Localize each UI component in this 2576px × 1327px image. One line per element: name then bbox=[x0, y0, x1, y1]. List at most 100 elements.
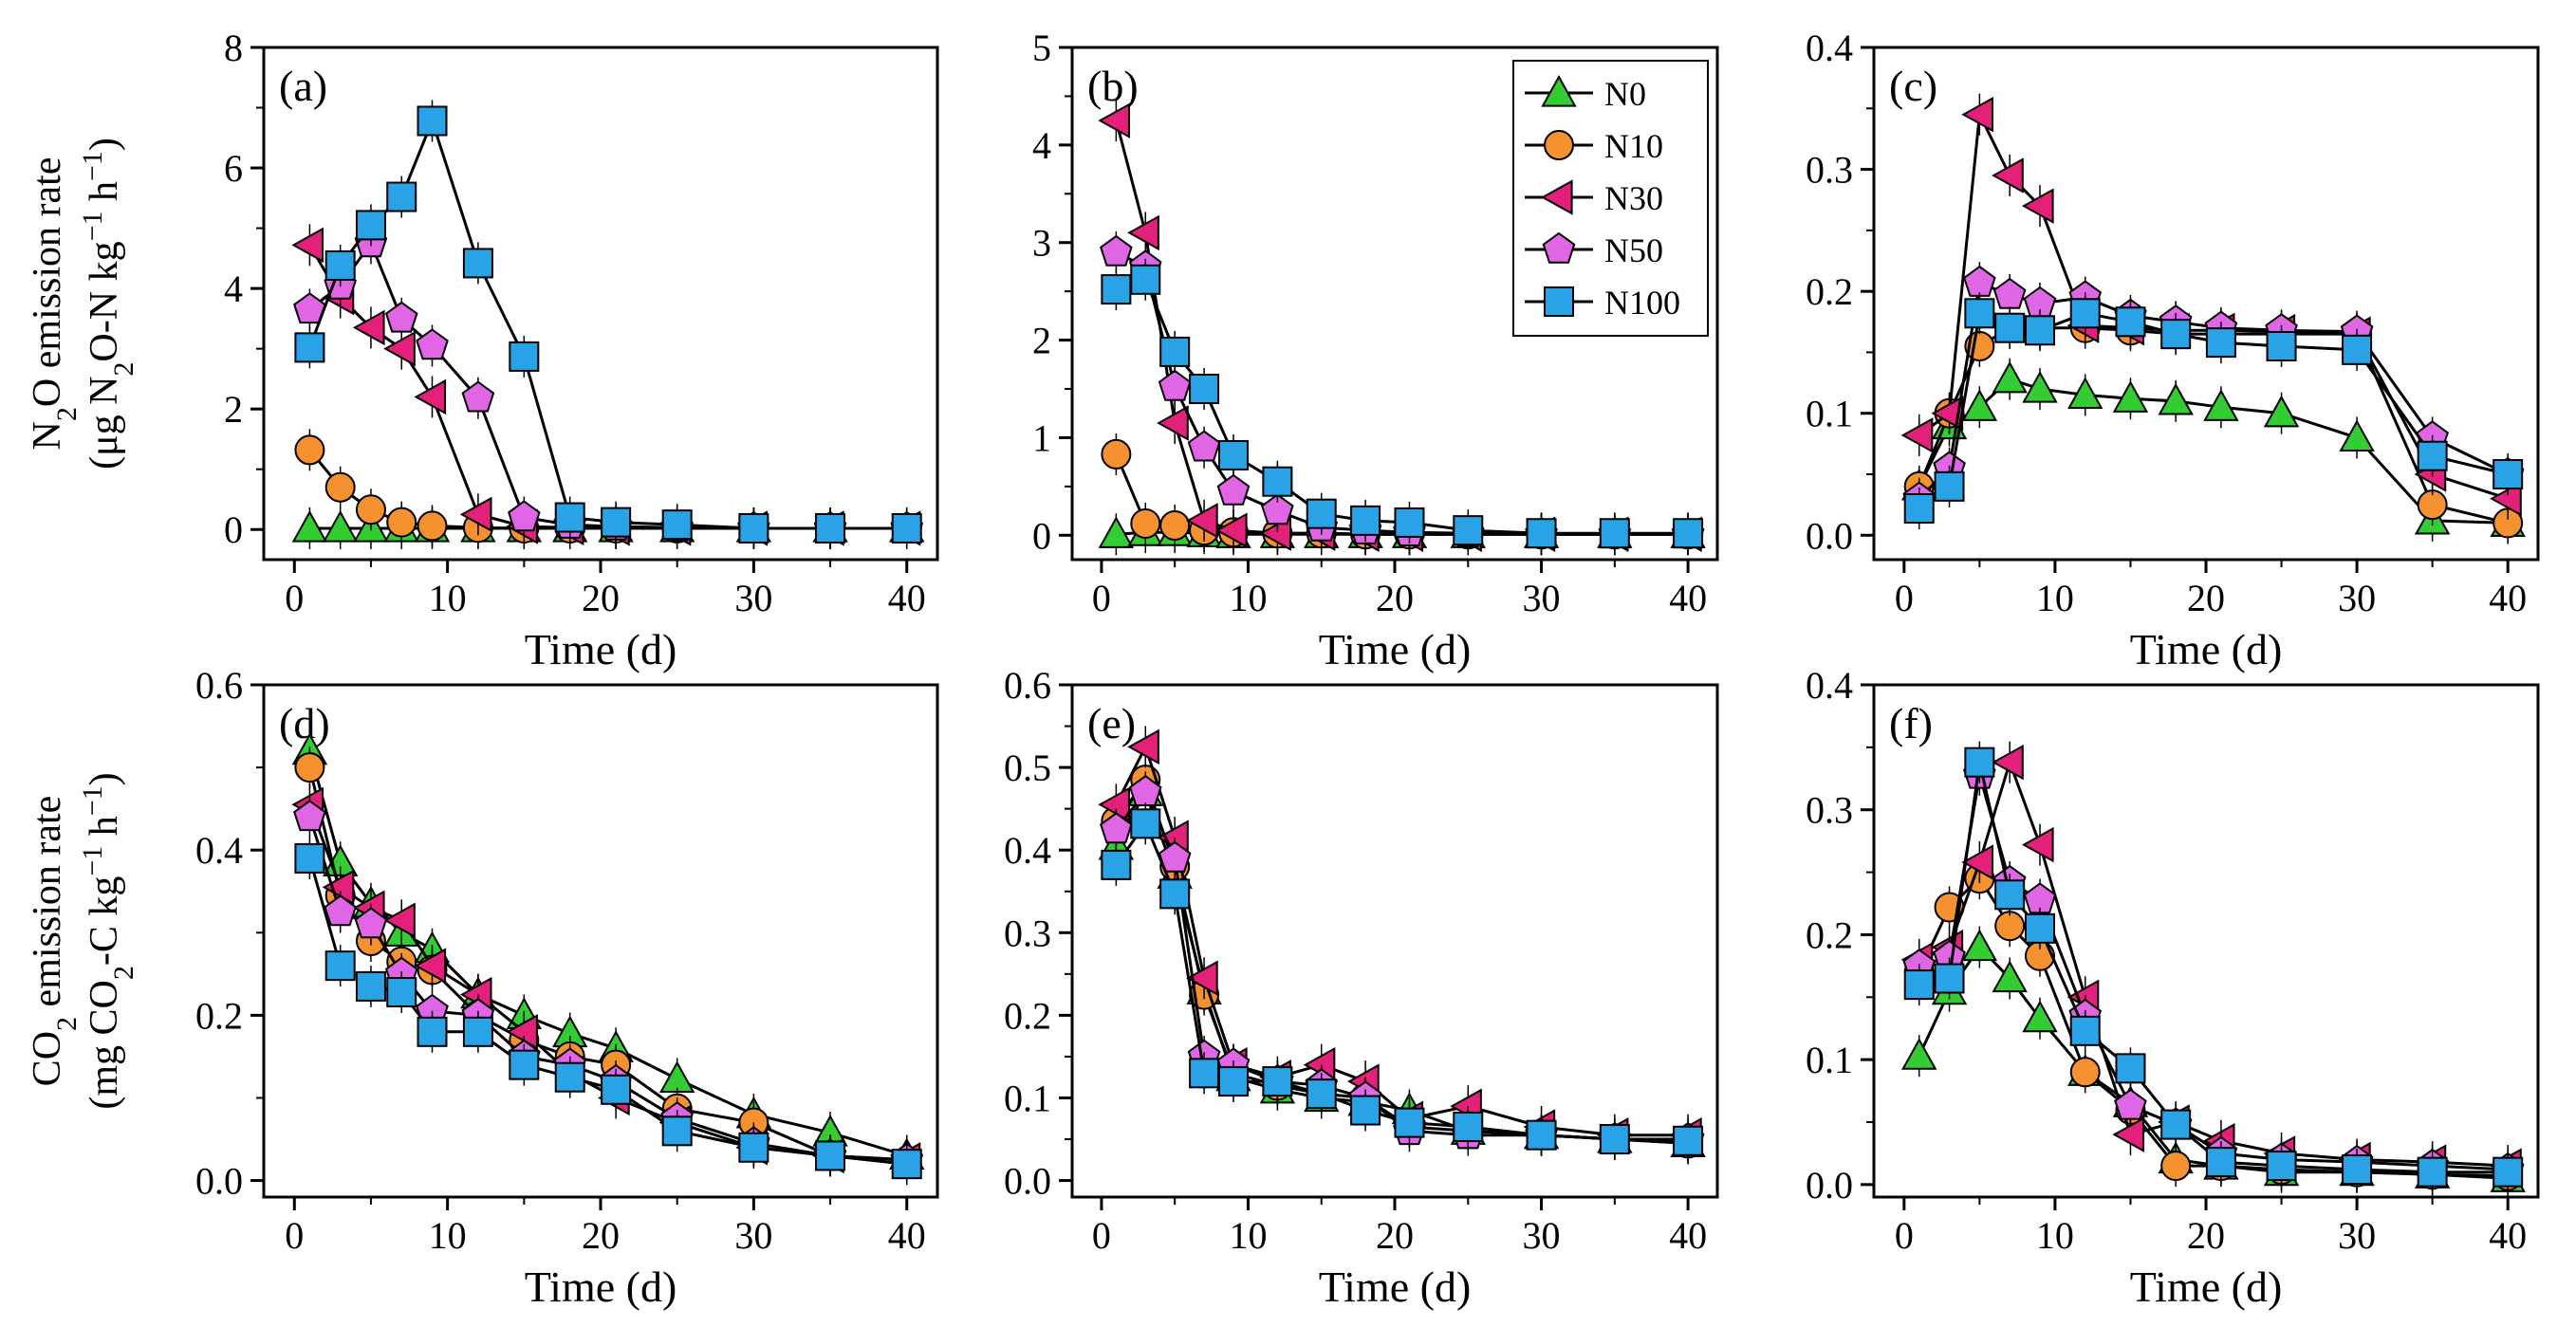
data-point-n100 bbox=[2342, 1154, 2373, 1186]
data-point-n100 bbox=[324, 950, 356, 982]
data-point-n0 bbox=[1901, 1038, 1937, 1070]
data-point-n100 bbox=[417, 105, 448, 137]
legend-marker-n10 bbox=[1544, 130, 1574, 160]
data-point-n100 bbox=[1130, 264, 1161, 295]
data-point-n30 bbox=[2021, 826, 2054, 863]
data-point-n30 bbox=[1900, 417, 1934, 453]
data-point-n100 bbox=[1262, 1066, 1293, 1097]
data-point-n100 bbox=[554, 1061, 585, 1093]
data-point-n10 bbox=[417, 510, 448, 542]
data-point-n100 bbox=[355, 210, 386, 241]
data-point-n30 bbox=[1992, 157, 2024, 194]
data-point-n0 bbox=[2022, 370, 2058, 403]
data-point-n0 bbox=[291, 509, 328, 543]
data-point-n100 bbox=[2160, 319, 2192, 350]
y-axis-title-n2o: N2O emission rate(μg N2O-N kg−1 h−1) bbox=[26, 138, 139, 470]
series-n100 bbox=[294, 837, 922, 1186]
x-tick-label: 30 bbox=[2338, 577, 2376, 619]
legend-label: N0 bbox=[1604, 75, 1646, 113]
series-n50 bbox=[1902, 753, 2525, 1191]
data-point-n30 bbox=[1098, 102, 1130, 138]
data-point-n30 bbox=[1127, 214, 1159, 251]
data-point-n100 bbox=[462, 248, 493, 279]
data-point-n100 bbox=[2493, 459, 2524, 489]
data-point-n0 bbox=[2067, 377, 2103, 410]
data-point-n10 bbox=[1130, 507, 1161, 539]
data-point-n0 bbox=[2158, 382, 2194, 415]
y-tick-label: 0.2 bbox=[1806, 270, 1853, 313]
y-tick-label: 0.0 bbox=[195, 1160, 243, 1203]
y-tick-label: 4 bbox=[224, 267, 243, 310]
data-point-n100 bbox=[554, 502, 585, 533]
data-point-n100 bbox=[1994, 879, 2026, 911]
data-point-n100 bbox=[2205, 1147, 2236, 1178]
data-point-n30 bbox=[291, 227, 324, 264]
y-axis-title-line1: N2O emission rate bbox=[26, 157, 83, 451]
data-point-n10 bbox=[2160, 1151, 2192, 1182]
legend-entry-n10: N10 bbox=[1525, 127, 1663, 165]
x-tick-label: 40 bbox=[888, 1214, 926, 1257]
data-point-n100 bbox=[2025, 912, 2055, 944]
legend-marker-n100 bbox=[1544, 286, 1574, 317]
y-tick-label: 4 bbox=[1032, 124, 1051, 167]
x-tick-label: 40 bbox=[1669, 577, 1707, 619]
data-point-n0 bbox=[1961, 389, 1998, 421]
data-point-n50 bbox=[1100, 234, 1133, 267]
y-tick-label: 0.0 bbox=[1806, 514, 1853, 557]
data-point-n30 bbox=[2490, 481, 2522, 517]
data-point-n10 bbox=[294, 434, 325, 466]
data-point-n100 bbox=[1934, 470, 1965, 502]
y-tick-label: 5 bbox=[1032, 27, 1051, 69]
data-point-n0 bbox=[2339, 419, 2375, 452]
legend-marker-n50 bbox=[1542, 231, 1576, 264]
data-point-n30 bbox=[1214, 512, 1248, 548]
series-line-n100 bbox=[307, 857, 907, 1166]
data-point-n100 bbox=[1903, 969, 1935, 1001]
data-point-n10 bbox=[355, 494, 386, 525]
x-tick-label: 30 bbox=[2338, 1214, 2376, 1257]
data-point-n30 bbox=[414, 948, 447, 984]
y-tick-label: 2 bbox=[1032, 320, 1051, 362]
data-point-n50 bbox=[384, 301, 418, 333]
x-tick-label: 20 bbox=[1376, 577, 1414, 619]
data-point-n50 bbox=[1261, 493, 1294, 525]
y-tick-label: 0.4 bbox=[1806, 27, 1853, 69]
data-point-n10 bbox=[2069, 1057, 2101, 1088]
y-tick-label: 0 bbox=[224, 508, 243, 551]
data-point-n100 bbox=[1189, 374, 1220, 404]
plot-frame bbox=[262, 46, 939, 562]
y-tick-label: 0 bbox=[1032, 514, 1051, 557]
data-point-n100 bbox=[509, 1049, 540, 1080]
y-tick-label: 8 bbox=[224, 27, 243, 69]
data-point-n0 bbox=[1992, 960, 2028, 993]
x-tick-label: 10 bbox=[2036, 577, 2074, 619]
data-point-n100 bbox=[815, 512, 846, 544]
data-point-n50 bbox=[1187, 430, 1221, 462]
data-point-n50 bbox=[1100, 812, 1133, 844]
x-tick-label: 10 bbox=[2036, 1214, 2074, 1257]
series-n100 bbox=[294, 100, 922, 549]
data-point-n50 bbox=[1963, 265, 1996, 297]
data-point-n100 bbox=[386, 181, 417, 212]
data-point-n100 bbox=[2069, 1015, 2101, 1046]
x-tick-label: 0 bbox=[1895, 577, 1914, 619]
x-tick-label: 0 bbox=[1092, 577, 1111, 619]
data-point-n50 bbox=[508, 500, 541, 532]
y-tick-label: 0.4 bbox=[1004, 829, 1051, 872]
series-line-n30 bbox=[1918, 757, 2509, 1168]
panel-label: (f) bbox=[1889, 699, 1933, 747]
data-point-n50 bbox=[2114, 1088, 2147, 1120]
y-tick-label: 0.5 bbox=[1004, 746, 1051, 789]
series-n100 bbox=[1101, 258, 1704, 555]
x-tick-label: 0 bbox=[285, 1214, 304, 1257]
x-tick-label: 0 bbox=[1092, 1214, 1111, 1257]
data-point-n50 bbox=[293, 800, 326, 832]
data-point-n100 bbox=[1394, 1107, 1425, 1138]
x-axis-title: Time (d) bbox=[1319, 1262, 1472, 1311]
panel-label: (e) bbox=[1087, 699, 1136, 747]
y-tick-label: 0.0 bbox=[1004, 1160, 1051, 1203]
data-point-n100 bbox=[891, 512, 922, 544]
panel-e: 0 10 20 30 40 0.0 0.1 0.2 0.3 0.4 0.5 0.6 Time (d) (e… bbox=[1004, 664, 1719, 1311]
legend: N0 N10 N30 N50 N100 bbox=[1512, 60, 1709, 337]
y-tick-label: 0.1 bbox=[1806, 393, 1853, 435]
